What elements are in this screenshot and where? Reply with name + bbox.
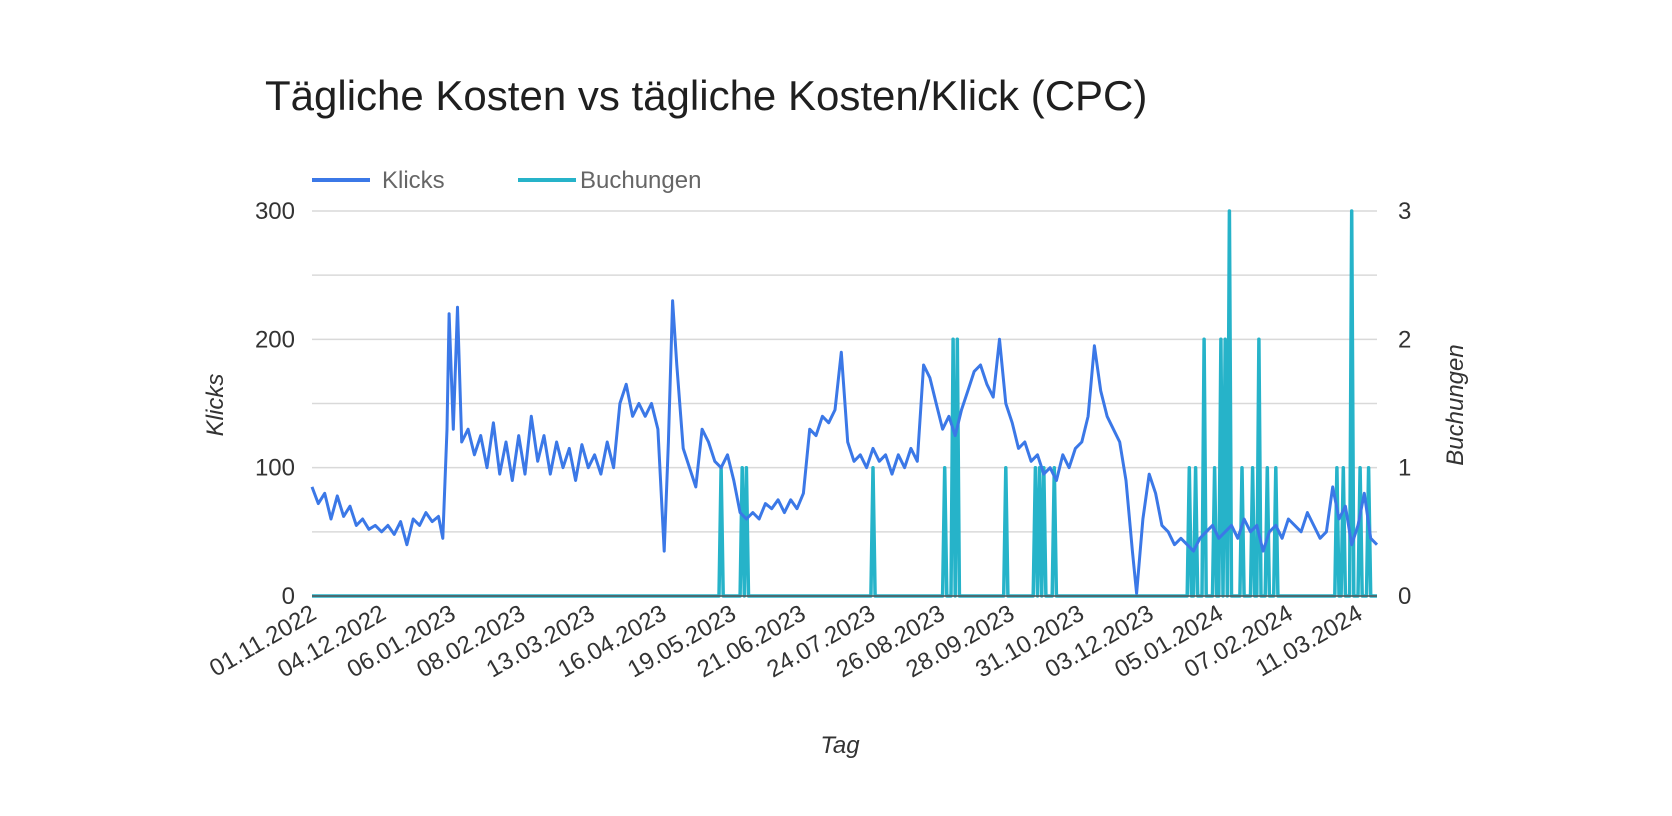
y-right-tick-label: 0 (1398, 583, 1411, 610)
y-axis-right-title: Buchungen (1442, 344, 1469, 465)
y-axis-left-title: Klicks (202, 374, 229, 437)
right-axis-ticks: 0 1 2 3 (1398, 198, 1411, 610)
y-left-tick-label: 100 (255, 455, 295, 482)
y-left-tick-label: 300 (255, 198, 295, 225)
klicks-line (310, 299, 1379, 595)
y-right-tick-label: 2 (1398, 326, 1411, 353)
left-axis-ticks: 0 100 200 300 (255, 198, 295, 610)
y-left-tick-label: 200 (255, 326, 295, 353)
y-left-tick-label: 0 (282, 583, 295, 610)
y-right-tick-label: 1 (1398, 455, 1411, 482)
legend-label-buchungen: Buchungen (580, 167, 701, 194)
y-right-tick-label: 3 (1398, 198, 1411, 225)
x-axis-title: Tag (820, 732, 860, 759)
x-axis-ticks: 01.11.202204.12.202206.01.202308.02.2023… (205, 600, 1367, 683)
klicks-series (310, 299, 1379, 595)
chart-title: Tägliche Kosten vs tägliche Kosten/Klick… (265, 72, 1147, 119)
legend-label-klicks: Klicks (382, 167, 445, 194)
legend: Klicks Buchungen (312, 167, 701, 194)
